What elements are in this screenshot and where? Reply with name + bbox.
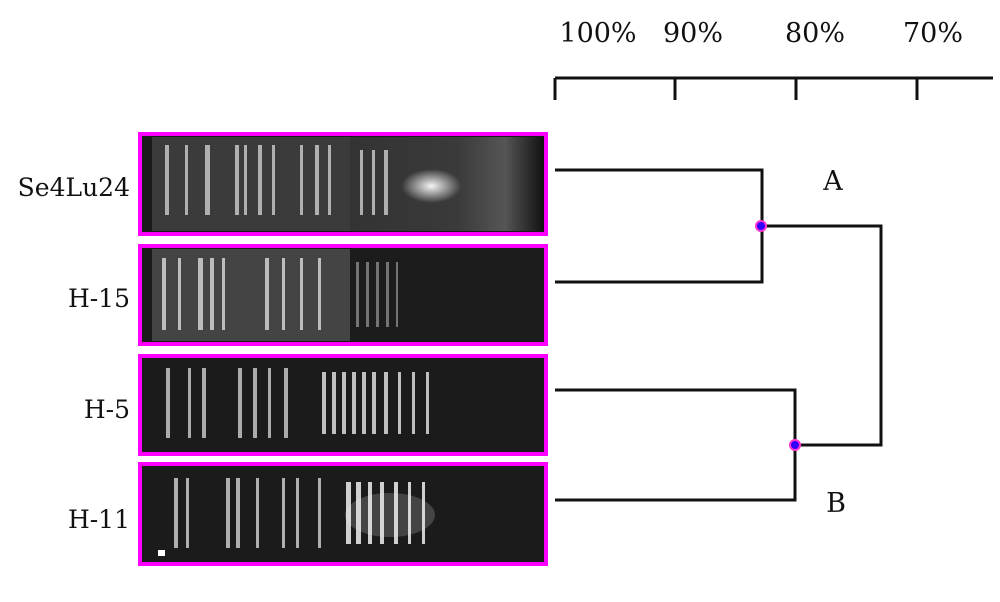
sample-label: H-11	[68, 505, 130, 534]
scale-tick-label: 80%	[785, 18, 845, 49]
scale-tick-label: 70%	[903, 18, 963, 49]
gel-lane	[138, 462, 548, 566]
dendrogram-tree	[555, 168, 883, 502]
cluster-b-branch	[555, 388, 797, 502]
sample-label: H-5	[84, 395, 130, 424]
cluster-label-b: B	[826, 488, 846, 519]
gel-lane	[138, 244, 548, 346]
root-branch	[762, 224, 883, 447]
gel-lane	[138, 132, 548, 236]
scale-tick-label: 100%	[559, 18, 636, 49]
scale-tick-label: 90%	[663, 18, 723, 49]
cluster-b-node	[789, 439, 801, 451]
similarity-scale: 100% 90% 80% 70%	[553, 18, 993, 100]
gel-image	[138, 132, 548, 566]
gel-lane	[138, 354, 548, 456]
cluster-label-a: A	[822, 166, 843, 197]
sample-label: H-15	[68, 284, 130, 313]
sample-labels: Se4Lu24 H-15 H-5 H-11	[18, 173, 130, 534]
cluster-a-node	[755, 220, 767, 232]
cluster-a-branch	[555, 168, 764, 284]
sample-label: Se4Lu24	[18, 173, 130, 202]
